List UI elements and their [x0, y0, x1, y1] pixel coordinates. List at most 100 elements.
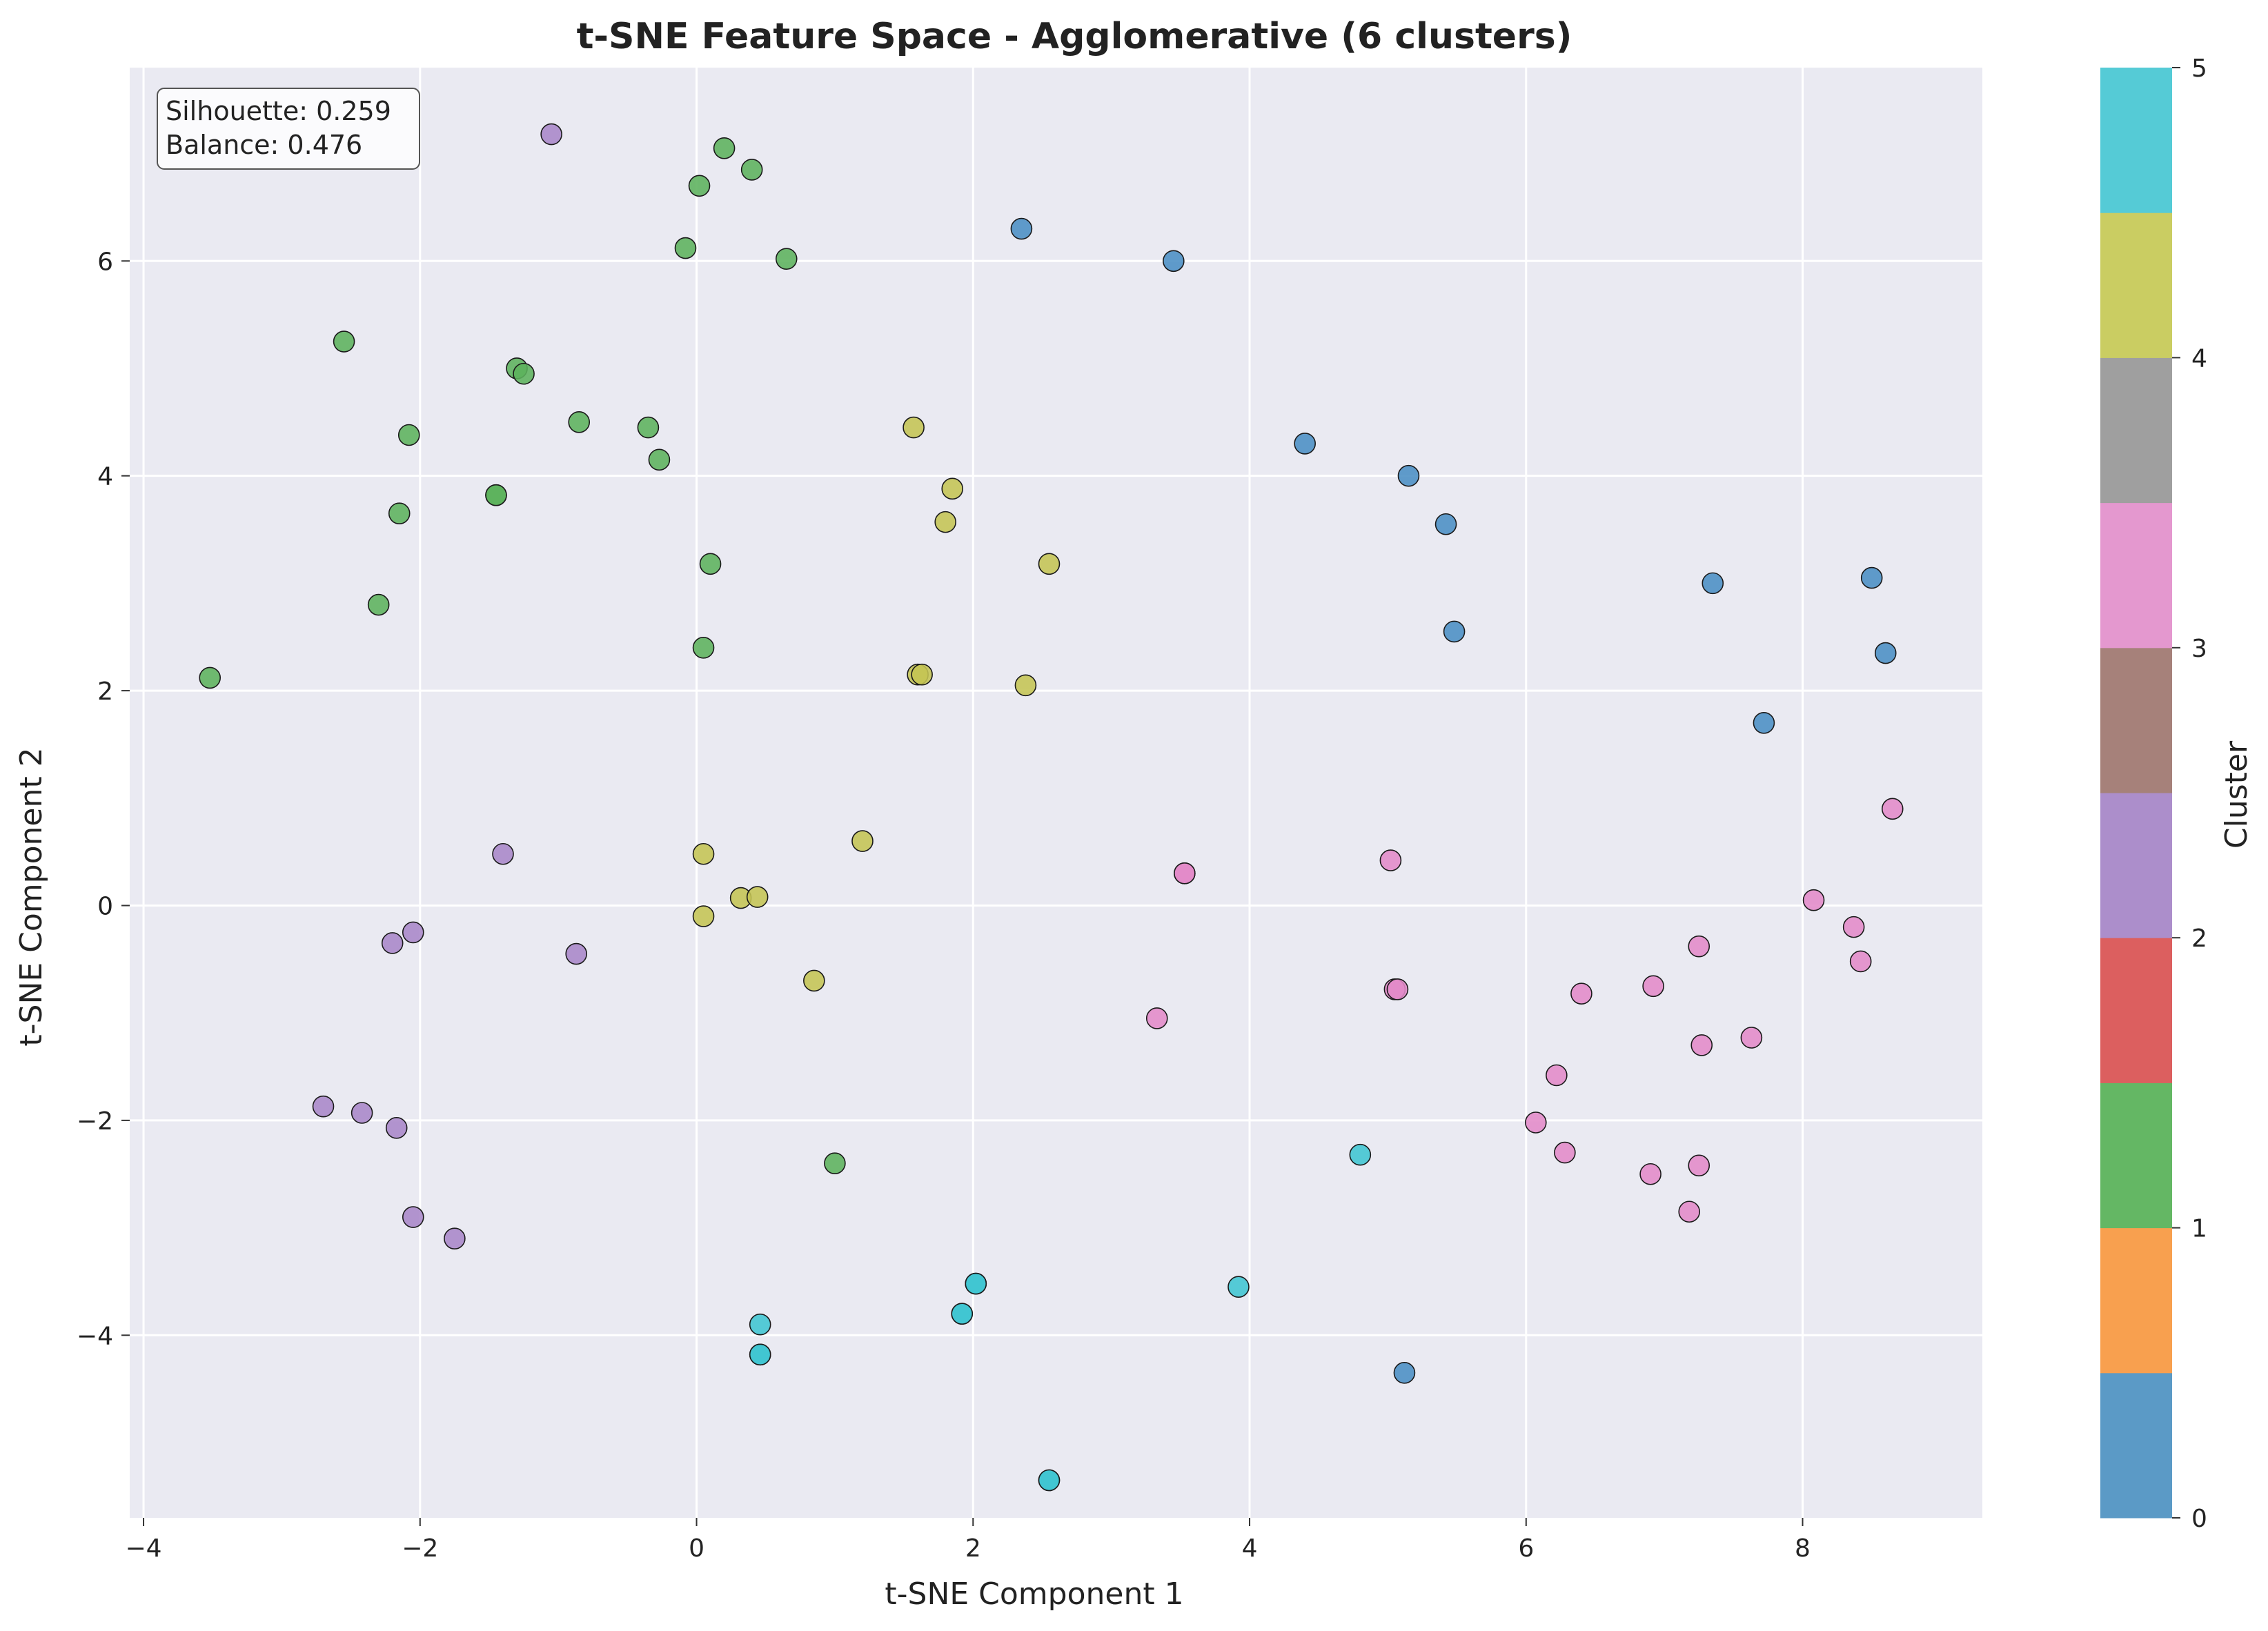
y-axis-ticks: −4 −2 0 2 4 6: [77, 248, 130, 1350]
cluster-1-point: [388, 502, 411, 524]
cluster-3-point: [1554, 1141, 1576, 1164]
colorbar-tick-label: 3: [2191, 635, 2207, 663]
x-tick-label: 2: [965, 1534, 981, 1563]
cluster-2-point: [444, 1227, 466, 1249]
cluster-3-point: [1524, 1111, 1547, 1134]
cluster-4-point: [746, 886, 769, 908]
cluster-4-point: [851, 830, 874, 852]
cluster-3-point: [1740, 1027, 1763, 1049]
colorbar-segment: [2100, 1372, 2172, 1519]
cluster-1-point: [485, 484, 507, 506]
cluster-0-point: [1860, 566, 1883, 589]
plot-background: [130, 68, 1982, 1518]
cluster-3-point: [1802, 889, 1825, 911]
cluster-4-point: [692, 842, 715, 865]
x-tick-label: −2: [402, 1534, 438, 1563]
colorbar-segment: [2100, 793, 2172, 938]
y-tick-label: −4: [77, 1322, 113, 1350]
cluster-4-point: [903, 416, 925, 439]
cluster-5-point: [749, 1343, 771, 1366]
colorbar-segment: [2100, 68, 2172, 213]
cluster-0-point: [1163, 250, 1185, 273]
cluster-1-point: [648, 448, 671, 471]
y-tick-label: 6: [97, 248, 113, 276]
cluster-2-point: [385, 1116, 408, 1139]
cluster-3-point: [1546, 1064, 1568, 1087]
colorbar-label: Cluster: [2219, 740, 2254, 849]
y-tick-label: 0: [97, 892, 113, 920]
x-tick-label: 8: [1795, 1534, 1811, 1563]
cluster-0-point: [1443, 620, 1466, 643]
cluster-1-point: [367, 593, 390, 616]
cluster-0-point: [1294, 433, 1316, 455]
cluster-3-point: [1379, 849, 1402, 871]
cluster-4-point: [692, 905, 715, 927]
cluster-0-point: [1874, 642, 1897, 664]
annotation-silhouette: Silhouette: 0.259: [166, 96, 391, 126]
cluster-5-point: [1349, 1143, 1372, 1166]
y-tick-label: 4: [97, 463, 113, 491]
cluster-3-point: [1174, 862, 1196, 884]
cluster-1-point: [397, 424, 420, 446]
y-tick-label: 2: [97, 678, 113, 706]
cluster-1-point: [688, 175, 711, 197]
scatter-points: [199, 123, 1904, 1492]
cluster-0-point: [1397, 464, 1420, 487]
cluster-5-point: [1038, 1469, 1061, 1492]
colorbar-tick-label: 0: [2191, 1505, 2207, 1533]
cluster-5-point: [965, 1272, 987, 1295]
cluster-1-point: [513, 362, 535, 385]
plot-area: [130, 68, 1982, 1518]
annotation-balance: Balance: 0.476: [166, 130, 362, 160]
colorbar-segment: [2100, 1083, 2172, 1229]
cluster-0-point: [1753, 711, 1775, 734]
colorbar-tick-label: 2: [2191, 925, 2207, 953]
cluster-2-point: [351, 1102, 373, 1124]
cluster-1-point: [333, 330, 355, 353]
x-tick-label: 6: [1518, 1534, 1534, 1563]
cluster-5-point: [951, 1303, 974, 1325]
cluster-0-point: [1702, 572, 1724, 595]
annotation-box: [157, 88, 420, 170]
cluster-1-point: [824, 1152, 846, 1174]
cluster-2-point: [540, 123, 562, 146]
cluster-2-point: [402, 1206, 424, 1228]
cluster-2-point: [492, 842, 514, 865]
cluster-3-point: [1881, 798, 1904, 820]
colorbar-segment: [2100, 212, 2172, 358]
cluster-1-point: [692, 636, 715, 659]
x-axis-label: t-SNE Component 1: [885, 1576, 1183, 1612]
cluster-1-point: [199, 666, 221, 689]
colorbar-tick-label: 5: [2191, 55, 2207, 83]
cluster-3-point: [1639, 1163, 1661, 1185]
cluster-3-point: [1690, 1034, 1713, 1056]
colorbar-segment: [2100, 647, 2172, 793]
cluster-1-point: [713, 137, 736, 159]
cluster-5-point: [749, 1313, 771, 1336]
cluster-1-point: [637, 416, 660, 439]
colorbar-segment: [2100, 1227, 2172, 1374]
cluster-0-point: [1010, 217, 1033, 240]
cluster-2-point: [381, 932, 404, 954]
cluster-0-point: [1434, 513, 1457, 535]
grid-lines: [130, 68, 1982, 1518]
cluster-2-point: [312, 1095, 335, 1118]
y-axis-label: t-SNE Component 2: [14, 747, 49, 1046]
x-tick-label: −4: [125, 1534, 161, 1563]
cluster-1-point: [699, 553, 722, 575]
x-tick-label: 0: [689, 1534, 704, 1563]
colorbar: 0 1 2 3 4 5: [2100, 55, 2207, 1533]
cluster-3-point: [1145, 1007, 1168, 1029]
colorbar-tick-label: 1: [2191, 1215, 2207, 1243]
cluster-0-point: [1393, 1362, 1416, 1384]
cluster-4-point: [934, 511, 957, 533]
y-tick-label: −2: [77, 1107, 113, 1136]
cluster-4-point: [911, 663, 933, 686]
cluster-3-point: [1849, 950, 1872, 973]
x-axis-ticks: −4 −2 0 2 4 6 8: [125, 1518, 1811, 1563]
cluster-4-point: [1038, 553, 1061, 575]
x-tick-label: 4: [1242, 1534, 1258, 1563]
cluster-3-point: [1688, 935, 1710, 958]
cluster-4-point: [941, 477, 964, 500]
